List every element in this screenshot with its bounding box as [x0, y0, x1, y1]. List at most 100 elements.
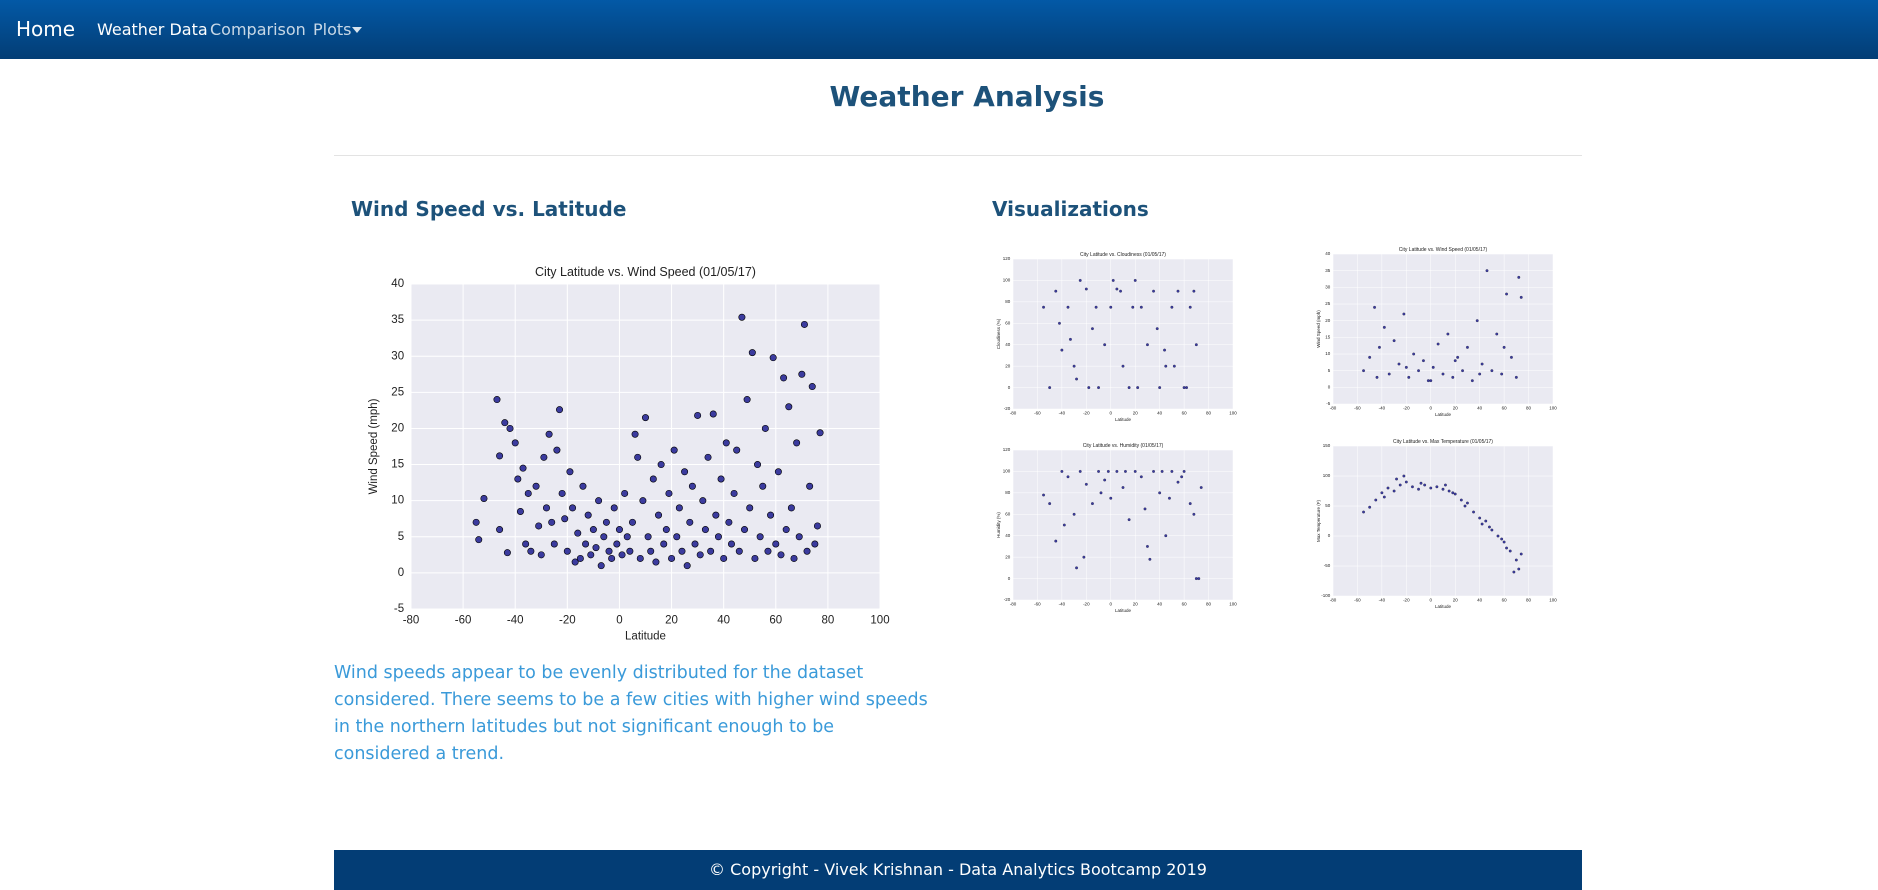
plot-area	[1333, 254, 1553, 404]
y-tick-label: -5	[394, 603, 404, 615]
thumbnail-chart[interactable]: -80 -60 -40 -20 0 20 40 60 80 100 -20 0 20 40 60 80 100 1…	[985, 432, 1245, 632]
y-tick-label: 100	[1003, 469, 1011, 474]
data-point	[1512, 570, 1516, 574]
y-tick-label: 10	[391, 495, 404, 507]
dropdown-caret[interactable]	[352, 27, 362, 33]
data-point	[496, 526, 504, 534]
data-point	[1398, 483, 1402, 487]
plot-area	[1013, 259, 1233, 409]
y-tick-label: 20	[1005, 363, 1011, 368]
y-tick-label: 0	[1328, 533, 1331, 538]
data-point	[1066, 475, 1070, 479]
y-tick-label: 100	[1323, 473, 1331, 478]
data-point	[1412, 352, 1416, 356]
data-point	[480, 495, 488, 503]
data-point	[1062, 523, 1066, 527]
data-point	[1423, 483, 1427, 487]
y-tick-label: 25	[1325, 301, 1331, 306]
x-tick-label: -20	[1083, 411, 1090, 416]
data-point	[540, 453, 548, 461]
data-point	[556, 406, 564, 414]
data-point	[798, 370, 806, 378]
chart-title: City Latitude vs. Max Temperature (01/05…	[1393, 439, 1493, 445]
y-tick-label: -20	[1004, 597, 1011, 602]
chart-title: City Latitude vs. Wind Speed (01/05/17)	[535, 265, 756, 279]
y-tick-label: 150	[1323, 443, 1331, 448]
data-point	[1115, 470, 1119, 473]
data-point	[1072, 512, 1076, 516]
y-tick-label: 5	[398, 531, 404, 543]
data-point	[785, 403, 793, 411]
data-point	[1106, 470, 1110, 473]
navbar: Home Weather Data Comparison Plots	[0, 0, 1878, 59]
data-point	[1453, 359, 1457, 363]
thumbnail-chart[interactable]: -80 -60 -40 -20 0 20 40 60 80 100 -100 -50 0 50 100 150…	[1305, 428, 1565, 628]
data-point	[542, 504, 550, 512]
x-tick-label: -60	[455, 615, 472, 627]
data-point	[1194, 343, 1198, 347]
data-point	[1519, 295, 1523, 299]
data-point	[532, 482, 540, 490]
data-point	[1417, 369, 1420, 373]
nav-dropdown[interactable]: Plots	[313, 20, 352, 39]
data-point	[743, 396, 751, 404]
x-tick-label: 100	[1549, 598, 1557, 603]
data-point	[1164, 364, 1168, 368]
data-point	[576, 554, 584, 562]
data-point	[1484, 519, 1488, 523]
nav-link[interactable]: Comparison	[210, 20, 306, 39]
nav-link[interactable]: Weather Data	[97, 20, 208, 39]
data-point	[628, 518, 636, 526]
data-point	[761, 424, 769, 432]
x-axis-label: Latitude	[1435, 604, 1452, 609]
data-point	[1139, 475, 1143, 479]
data-point	[1172, 364, 1176, 368]
chart-title: City Latitude vs. Wind Speed (01/05/17)	[1399, 247, 1488, 253]
nav-brand[interactable]: Home	[16, 17, 76, 41]
y-tick-label: 40	[391, 278, 404, 290]
data-point	[1426, 379, 1430, 383]
data-point	[1419, 481, 1423, 485]
data-point	[699, 497, 707, 505]
x-tick-label: 40	[1157, 411, 1163, 416]
x-tick-label: -20	[559, 615, 576, 627]
data-point	[660, 540, 668, 548]
data-point	[605, 547, 613, 555]
data-point	[1362, 510, 1365, 514]
data-point	[1087, 386, 1091, 389]
data-point	[511, 439, 519, 447]
data-point	[618, 551, 626, 559]
data-point	[592, 544, 600, 552]
data-point	[733, 446, 741, 454]
data-point	[1444, 483, 1447, 487]
data-point	[1382, 495, 1386, 499]
data-point	[1148, 557, 1152, 561]
data-point	[1078, 279, 1082, 282]
thumbnail-chart[interactable]: -80 -60 -40 -20 0 20 40 60 80 100 -20 0 20 40 60 80 100 1…	[985, 241, 1245, 441]
data-point	[1119, 289, 1122, 293]
x-tick-label: 60	[1502, 406, 1508, 411]
x-axis-label: Latitude	[1115, 608, 1132, 613]
data-point	[472, 518, 480, 526]
data-point	[1084, 482, 1088, 486]
x-tick-label: 40	[1477, 598, 1483, 603]
data-point	[1058, 321, 1061, 325]
data-point	[803, 547, 811, 555]
thumbnail-chart[interactable]: -80 -60 -40 -20 0 20 40 60 80 100 -5 0 5 10 15 20 25 30 35…	[1305, 236, 1565, 436]
data-point	[662, 526, 670, 534]
x-tick-label: 80	[1206, 602, 1212, 607]
data-point	[1131, 305, 1135, 309]
x-tick-label: 20	[1453, 598, 1459, 603]
x-tick-label: 100	[1229, 411, 1237, 416]
data-point	[602, 518, 610, 526]
y-tick-label: 80	[1005, 490, 1011, 495]
data-point	[694, 411, 702, 419]
data-point	[780, 374, 788, 382]
data-point	[1374, 498, 1378, 502]
data-point	[1451, 491, 1455, 495]
data-point	[1127, 518, 1131, 522]
x-tick-label: -40	[1379, 598, 1386, 603]
y-tick-label: 0	[1328, 385, 1331, 390]
x-tick-label: 100	[1549, 406, 1557, 411]
section-heading: Visualizations	[992, 197, 1149, 221]
